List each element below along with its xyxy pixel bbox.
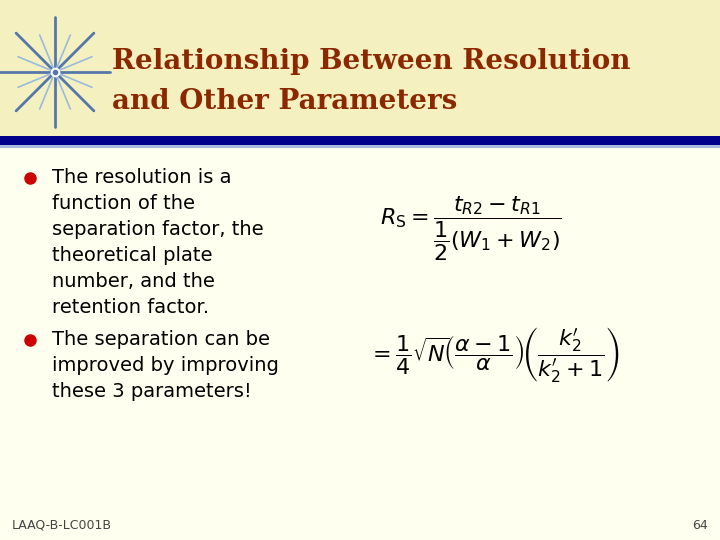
Bar (0, 136, 720, 145)
Bar (0, 0, 720, 148)
Text: theoretical plate: theoretical plate (52, 246, 212, 265)
Text: function of the: function of the (52, 194, 195, 213)
Text: The resolution is a: The resolution is a (52, 168, 232, 187)
Text: number, and the: number, and the (52, 272, 215, 291)
Text: retention factor.: retention factor. (52, 298, 209, 317)
Text: 64: 64 (692, 519, 708, 532)
Text: separation factor, the: separation factor, the (52, 220, 264, 239)
Text: The separation can be: The separation can be (52, 330, 270, 349)
Text: improved by improving: improved by improving (52, 356, 279, 375)
Text: $R_{\rm S} = \dfrac{t_{R2} - t_{R1}}{\dfrac{1}{2}(W_1 + W_2)}$: $R_{\rm S} = \dfrac{t_{R2} - t_{R1}}{\df… (380, 195, 562, 264)
Text: and Other Parameters: and Other Parameters (112, 88, 457, 115)
Text: LAAQ-B-LC001B: LAAQ-B-LC001B (12, 519, 112, 532)
Text: these 3 parameters!: these 3 parameters! (52, 382, 252, 401)
Bar (0, 145, 720, 148)
Text: Relationship Between Resolution: Relationship Between Resolution (112, 48, 631, 75)
Text: $= \dfrac{1}{4}\sqrt{N}\!\left(\dfrac{\alpha-1}{\alpha}\right)\!\left(\dfrac{k_2: $= \dfrac{1}{4}\sqrt{N}\!\left(\dfrac{\a… (368, 325, 619, 384)
Bar (0, 148, 720, 540)
